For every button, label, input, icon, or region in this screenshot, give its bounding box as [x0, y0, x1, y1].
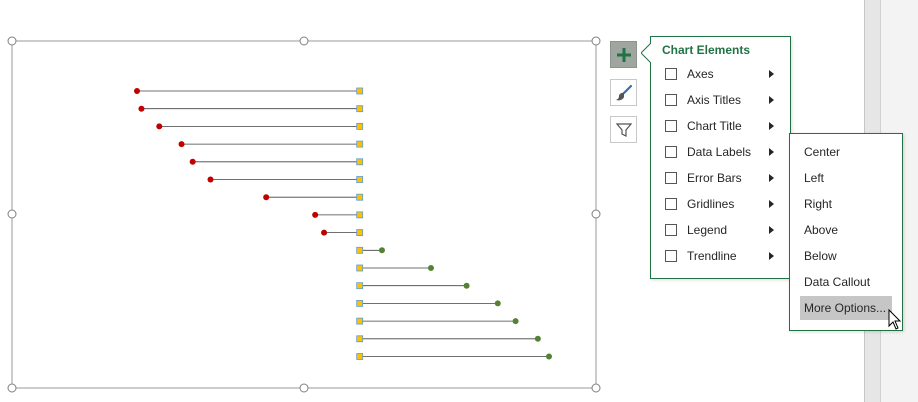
start-point[interactable] — [189, 158, 196, 165]
element-row-legend[interactable]: Legend — [651, 219, 790, 243]
axes-checkbox[interactable] — [665, 68, 677, 80]
chevron-right-icon[interactable] — [769, 226, 774, 234]
resize-handle[interactable] — [591, 209, 601, 219]
element-label: Error Bars — [687, 171, 742, 185]
center-point[interactable] — [356, 105, 364, 113]
element-label: Chart Title — [687, 119, 742, 133]
chevron-right-icon[interactable] — [769, 200, 774, 208]
end-point[interactable] — [512, 318, 519, 325]
plus-icon — [616, 47, 631, 62]
start-point[interactable] — [138, 105, 145, 112]
element-row-axes[interactable]: Axes — [651, 63, 790, 87]
center-point[interactable] — [356, 246, 364, 254]
panel-title: Chart Elements — [662, 43, 751, 57]
element-label: Legend — [687, 223, 728, 237]
chart-filters-button[interactable] — [610, 116, 637, 143]
menu-item-below[interactable]: Below — [804, 249, 837, 263]
end-point[interactable] — [463, 282, 470, 289]
trendline-checkbox[interactable] — [665, 250, 677, 262]
start-point[interactable] — [312, 211, 319, 218]
axis-titles-checkbox[interactable] — [665, 94, 677, 106]
center-point[interactable] — [356, 123, 364, 130]
filter-icon — [615, 122, 632, 137]
gridlines-checkbox[interactable] — [665, 198, 677, 210]
chart-elements-panel: Chart Elements Axes Axis Titles Chart Ti… — [641, 36, 791, 279]
chart-title-checkbox[interactable] — [665, 120, 677, 132]
resize-handle[interactable] — [591, 383, 601, 393]
start-point[interactable] — [321, 229, 328, 236]
end-point[interactable] — [494, 300, 501, 307]
element-row-gridlines[interactable]: Gridlines — [651, 193, 790, 217]
resize-handle[interactable] — [591, 36, 601, 46]
plot-area[interactable] — [134, 87, 552, 360]
center-point[interactable] — [356, 211, 364, 219]
chevron-right-icon[interactable] — [769, 174, 774, 182]
start-point[interactable] — [207, 176, 214, 183]
menu-item-right[interactable]: Right — [804, 197, 833, 211]
element-row-error-bars[interactable]: Error Bars — [651, 167, 790, 191]
chart-border[interactable] — [11, 40, 597, 389]
element-label: Gridlines — [687, 197, 735, 211]
resize-handle[interactable] — [299, 36, 309, 46]
panel-pointer-icon — [641, 43, 651, 63]
center-point[interactable] — [356, 158, 364, 166]
chevron-right-icon[interactable] — [769, 148, 774, 156]
paintbrush-icon — [615, 84, 632, 100]
start-point[interactable] — [134, 88, 140, 94]
start-point[interactable] — [178, 141, 185, 148]
resize-handle[interactable] — [7, 209, 17, 219]
element-label: Axes — [687, 67, 714, 81]
resize-handle[interactable] — [7, 36, 17, 46]
element-row-trendline[interactable]: Trendline — [651, 245, 790, 269]
center-point[interactable] — [356, 176, 364, 183]
chevron-right-icon[interactable] — [769, 122, 774, 130]
resize-handle[interactable] — [7, 383, 17, 393]
legend-checkbox[interactable] — [665, 224, 677, 236]
end-point[interactable] — [546, 353, 552, 360]
center-point[interactable] — [356, 299, 364, 307]
menu-item-left[interactable]: Left — [804, 171, 825, 185]
element-label: Trendline — [687, 249, 737, 263]
chart-styles-button[interactable] — [610, 79, 637, 106]
element-row-data-labels[interactable]: Data Labels — [651, 141, 790, 165]
menu-item-data-callout[interactable]: Data Callout — [804, 275, 871, 289]
mouse-cursor-icon — [888, 309, 902, 330]
chevron-right-icon[interactable] — [769, 252, 774, 260]
center-point[interactable] — [356, 229, 364, 237]
element-row-chart-title[interactable]: Chart Title — [651, 115, 790, 139]
data-labels-submenu: Center Left Right Above Below Data Callo… — [789, 133, 903, 331]
end-point[interactable] — [534, 335, 541, 342]
center-point[interactable] — [356, 264, 364, 272]
menu-item-center[interactable]: Center — [804, 145, 841, 159]
center-point[interactable] — [356, 87, 364, 95]
element-row-axis-titles[interactable]: Axis Titles — [651, 89, 790, 113]
menu-item-more-options[interactable]: More Options... — [800, 296, 892, 320]
error-bars-checkbox[interactable] — [665, 172, 677, 184]
selection-handles[interactable] — [7, 36, 601, 393]
menu-item-above[interactable]: Above — [804, 223, 839, 237]
end-point[interactable] — [427, 265, 434, 271]
element-label: Axis Titles — [687, 93, 742, 107]
center-point[interactable] — [356, 193, 364, 201]
start-point[interactable] — [156, 123, 163, 130]
data-labels-checkbox[interactable] — [665, 146, 677, 158]
chart-elements-button[interactable] — [610, 41, 637, 68]
end-point[interactable] — [378, 247, 385, 254]
chevron-right-icon[interactable] — [769, 70, 774, 78]
center-point[interactable] — [356, 140, 364, 148]
center-point[interactable] — [356, 282, 364, 290]
center-point[interactable] — [356, 335, 364, 343]
start-point[interactable] — [263, 194, 270, 201]
resize-handle[interactable] — [299, 383, 309, 393]
chevron-right-icon[interactable] — [769, 96, 774, 104]
element-label: Data Labels — [687, 145, 752, 159]
center-point[interactable] — [356, 317, 364, 325]
center-point[interactable] — [356, 353, 364, 360]
